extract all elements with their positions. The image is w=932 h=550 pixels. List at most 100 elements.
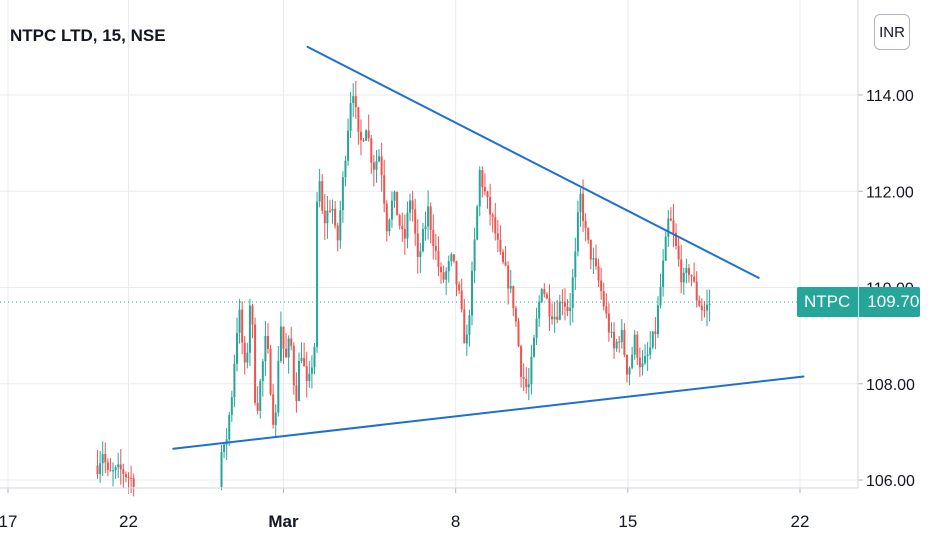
candle-body-up [509,286,512,289]
candle-body-up [445,271,448,280]
candle-body-up [471,270,474,316]
candle-body-up [313,346,316,368]
candle-body-down [254,324,257,403]
candle-body-up [576,212,579,252]
candle-body-down [124,474,127,478]
candle-body-up [308,373,311,381]
candle-body-up [349,103,352,131]
candle-body-down [512,286,515,309]
candle-body-down [452,254,455,262]
candle-body-down [251,305,254,325]
candle-body-up [238,309,241,333]
x-tick-label: Mar [268,512,299,531]
candle-body-down [359,131,362,141]
candle-body-up [478,170,481,207]
candle-body-down [357,107,360,132]
candle-body-down [496,233,499,240]
candle-body-down [600,280,603,292]
candle-body-down [605,306,608,314]
candle-body-up [246,352,249,363]
candle-body-up [473,239,476,271]
candle-body-up [424,226,427,229]
candle-body-up [571,277,574,308]
candle-body-down [623,329,626,356]
last-price-symbol: NTPC [804,291,851,311]
candle-body-down [602,291,605,307]
candle-body-up [310,367,313,374]
candle-body-up [421,228,424,252]
candle-body-up [476,206,479,240]
trendline-support[interactable] [172,375,805,450]
candle-body-down [695,281,698,301]
candle-body-up [649,347,652,355]
candle-body-up [706,304,709,311]
candle-body-down [625,355,628,375]
candle-body-down [432,229,435,247]
candle-body-down [354,96,357,108]
candle-body-down [669,218,672,221]
chart-title: NTPC LTD, 15, NSE [10,26,166,45]
candle-body-up [427,206,430,227]
candle-body-up [569,307,572,312]
candle-body-up [656,305,659,335]
time-axis[interactable]: 17 22 Mar 8 15 22 [0,487,858,531]
candle-body-up [708,303,711,305]
candle-body-up [233,363,236,398]
candle-body-up [279,326,282,361]
candle-body-up [468,315,471,335]
candle-body-down [460,290,463,310]
candle-body-down [551,316,554,320]
candle-body-up [644,355,647,364]
y-tick-label: 112.00 [866,184,914,201]
candle-body-up [538,301,541,319]
candle-body-down [522,376,525,379]
candle-body-down [416,233,419,257]
candle-body-down [269,348,272,395]
candle-body-up [378,156,381,162]
x-tick-label: 15 [618,512,637,531]
candle-body-down [494,216,497,234]
candle-body-up [662,260,665,287]
candle-body-up [297,360,300,401]
y-tick-label: 108.00 [866,377,915,394]
candle-body-down [483,187,486,192]
candle-body-up [419,251,422,257]
candle-body-down [109,469,112,471]
candle-body-up [112,470,115,472]
currency-button[interactable]: INR [874,14,910,50]
candle-body-up [220,452,223,487]
x-tick-label: 22 [119,512,138,531]
x-tick-label: 8 [451,512,460,531]
candle-body-down [380,156,383,176]
trendlines[interactable] [172,45,805,450]
candle-body-up [318,181,321,202]
candle-body-down [638,357,641,368]
grid [0,0,858,488]
candle-body-up [235,332,238,364]
candle-body-up [558,301,561,320]
candle-body-down [385,203,388,232]
candle-body-down [243,342,246,363]
candle-body-down [563,302,566,307]
candle-body-down [122,469,125,475]
candle-body-down [502,251,504,263]
candle-body-down [336,225,339,241]
candle-body-up [393,191,396,201]
trendline-resistance[interactable] [306,45,760,279]
candle-body-up [344,160,347,178]
candle-body-up [682,272,685,283]
candle-body-down [362,140,365,142]
candle-body-up [341,177,344,211]
candle-body-down [266,335,269,349]
candle-body-up [352,96,355,104]
candle-body-up [592,258,595,260]
candle-body-up [628,367,631,375]
candle-body-up [114,467,117,471]
candle-body-up [532,337,535,357]
candle-body-up [406,212,409,239]
candle-body-down [481,170,484,188]
candle-body-up [117,464,120,468]
candle-body-down [458,284,461,291]
